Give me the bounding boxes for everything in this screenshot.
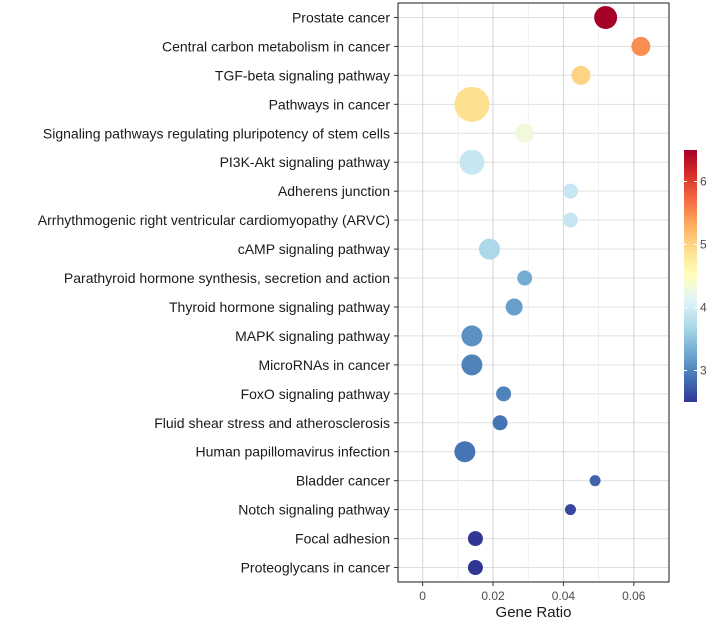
plot-panel-border xyxy=(397,2,670,583)
category-label: Focal adhesion xyxy=(295,531,390,547)
x-tick-label: 0.06 xyxy=(622,589,646,603)
data-point xyxy=(461,325,483,347)
colorbar-label: 5 xyxy=(700,238,707,252)
data-point xyxy=(564,504,576,516)
x-tick-label: 0 xyxy=(419,589,426,603)
x-axis-title: Gene Ratio xyxy=(496,604,572,619)
category-label: TGF-beta signaling pathway xyxy=(215,67,390,83)
data-point xyxy=(515,123,535,143)
data-point xyxy=(562,183,578,199)
category-label: Human papillomavirus infection xyxy=(195,444,390,460)
data-point xyxy=(571,65,591,85)
data-point xyxy=(492,415,508,431)
data-point xyxy=(467,560,483,576)
data-point xyxy=(454,441,476,463)
grid-layer xyxy=(398,3,670,582)
x-tick-label: 0.02 xyxy=(481,589,505,603)
category-label: Central carbon metabolism in cancer xyxy=(162,38,390,54)
data-point xyxy=(562,212,578,228)
data-point xyxy=(467,531,483,547)
category-label: MAPK signaling pathway xyxy=(235,328,390,344)
category-label: Parathyroid hormone synthesis, secretion… xyxy=(64,270,390,286)
data-point xyxy=(594,5,618,29)
category-label: Adherens junction xyxy=(278,183,390,199)
category-labels: Prostate cancer Central carbon metabolism… xyxy=(38,9,398,576)
x-tick-label: 0.04 xyxy=(552,589,576,603)
data-point xyxy=(496,386,512,402)
category-label: Thyroid hormone signaling pathway xyxy=(169,299,390,315)
colorbar-gradient xyxy=(684,150,697,402)
category-label: Bladder cancer xyxy=(296,473,391,489)
x-axis-ticks: 0 0.02 0.04 0.06 xyxy=(419,582,646,603)
category-label: Arrhythmogenic right ventricular cardiom… xyxy=(38,212,390,228)
data-point xyxy=(461,354,483,376)
colorbar-label: 3 xyxy=(700,364,707,378)
data-point xyxy=(505,298,523,316)
data-point xyxy=(454,86,490,122)
data-point xyxy=(589,475,601,487)
data-point xyxy=(517,270,533,286)
data-points xyxy=(454,5,651,576)
data-point xyxy=(479,238,501,260)
category-label: Notch signaling pathway xyxy=(238,502,390,518)
category-label: Proteoglycans in cancer xyxy=(241,560,391,576)
category-label: Signaling pathways regulating pluripoten… xyxy=(43,125,390,141)
data-point xyxy=(459,149,485,175)
category-label: FoxO signaling pathway xyxy=(241,386,390,402)
colorbar-label: 6 xyxy=(700,175,707,189)
data-point xyxy=(631,36,651,56)
category-label: cAMP signaling pathway xyxy=(238,241,390,257)
category-label: MicroRNAs in cancer xyxy=(259,357,391,373)
colorbar-label: 4 xyxy=(700,301,707,315)
category-label: Pathways in cancer xyxy=(269,96,391,112)
category-label: Fluid shear stress and atherosclerosis xyxy=(154,415,390,431)
colorbar: 3 4 5 6 xyxy=(684,150,707,402)
category-label: Prostate cancer xyxy=(292,9,390,25)
category-label: PI3K-Akt signaling pathway xyxy=(220,154,390,170)
